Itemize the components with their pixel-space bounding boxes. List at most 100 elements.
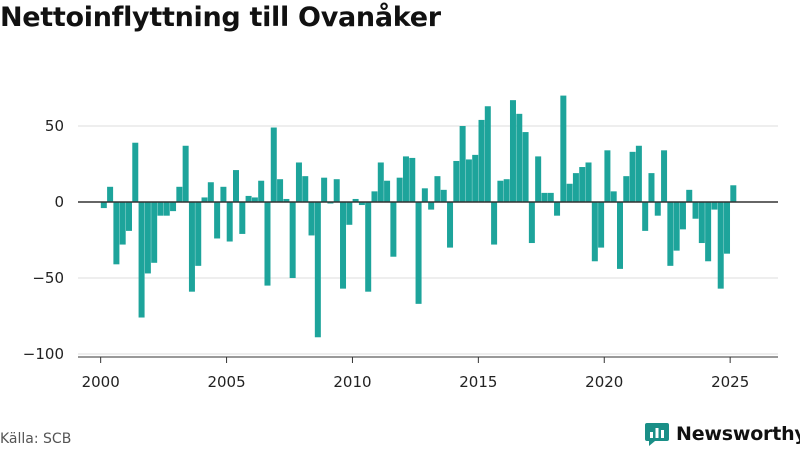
bar <box>226 202 233 242</box>
bar <box>503 179 510 202</box>
bar <box>730 185 737 202</box>
bar <box>214 202 221 239</box>
bar <box>327 202 334 204</box>
bar <box>547 192 554 202</box>
bar <box>358 202 365 206</box>
bar <box>579 167 586 202</box>
bar <box>440 189 447 202</box>
bar <box>113 202 120 265</box>
brand-name: Newsworthy <box>676 423 800 445</box>
bar <box>554 202 561 216</box>
bar <box>648 173 655 202</box>
bar <box>321 177 328 202</box>
bar <box>308 202 315 236</box>
bar <box>434 176 441 202</box>
bar <box>119 202 126 245</box>
bar <box>333 179 340 202</box>
bar <box>277 179 284 202</box>
bar <box>220 186 227 202</box>
bar <box>415 202 422 304</box>
bar <box>528 202 535 244</box>
bar <box>176 186 183 202</box>
bar <box>679 202 686 230</box>
bar <box>617 202 623 269</box>
bar <box>138 202 145 318</box>
bar <box>535 156 542 202</box>
bar <box>144 202 151 274</box>
bar <box>459 126 466 202</box>
bar <box>509 100 516 202</box>
brand-logo: Newsworthy <box>644 421 800 447</box>
bar <box>472 154 479 202</box>
bar <box>170 202 177 212</box>
bar <box>560 95 567 202</box>
bar <box>591 202 598 262</box>
bar <box>188 202 195 292</box>
bar <box>705 202 712 262</box>
bar <box>428 202 435 210</box>
source-label: Källa: SCB <box>0 431 72 447</box>
y-tick-label: −100 <box>23 345 64 363</box>
bar <box>365 202 372 292</box>
bar <box>251 197 258 202</box>
bar <box>598 202 605 248</box>
bar <box>346 202 353 225</box>
bar <box>195 202 202 266</box>
y-tick-label: −50 <box>32 269 64 287</box>
axes: −100 −50 0 50 2000 2005 2010 2015 2020 2025 <box>23 117 778 391</box>
bar <box>661 150 668 202</box>
bar <box>541 192 548 202</box>
bar <box>384 180 391 202</box>
bar <box>163 202 170 216</box>
bar <box>100 202 107 209</box>
bar <box>516 113 523 202</box>
bar <box>302 176 309 202</box>
bar <box>484 106 491 202</box>
x-tick-label: 2010 <box>333 373 371 391</box>
bar <box>295 162 302 202</box>
bar <box>478 119 485 202</box>
bar <box>289 202 296 278</box>
bar <box>421 188 428 202</box>
bar <box>465 159 472 202</box>
bar <box>667 202 674 266</box>
bar <box>340 202 347 289</box>
x-tick-label: 2005 <box>207 373 245 391</box>
bar <box>491 202 498 245</box>
x-tick-label: 2020 <box>585 373 623 391</box>
bar <box>132 142 139 202</box>
bar <box>125 202 132 231</box>
newsworthy-logo-icon <box>645 423 669 446</box>
bar <box>352 198 359 202</box>
bar <box>409 157 416 202</box>
bar <box>635 145 642 202</box>
bar <box>245 195 252 202</box>
bar <box>283 198 290 202</box>
chart-title: Nettoinflyttning till Ovanåker <box>0 2 441 33</box>
bar <box>258 180 265 202</box>
bar <box>207 182 214 202</box>
y-tick-label: 50 <box>45 117 64 135</box>
bar <box>566 183 573 202</box>
x-tick-label: 2025 <box>711 373 749 391</box>
bar <box>371 191 378 202</box>
bar <box>182 145 189 202</box>
bar <box>698 202 705 244</box>
x-tick-label: 2015 <box>459 373 497 391</box>
bar <box>642 202 649 231</box>
bar <box>233 170 239 202</box>
x-tick-label: 2000 <box>82 373 120 391</box>
y-tick-label: 0 <box>54 193 64 211</box>
bar <box>572 173 579 202</box>
bar <box>201 197 208 202</box>
bars <box>100 95 737 338</box>
bar <box>151 202 158 263</box>
bar <box>157 202 164 216</box>
bar <box>264 202 271 286</box>
bar <box>396 177 403 202</box>
bar <box>673 202 680 251</box>
bar <box>377 162 384 202</box>
bar <box>522 132 529 202</box>
bar <box>724 202 731 254</box>
bar <box>447 202 454 248</box>
